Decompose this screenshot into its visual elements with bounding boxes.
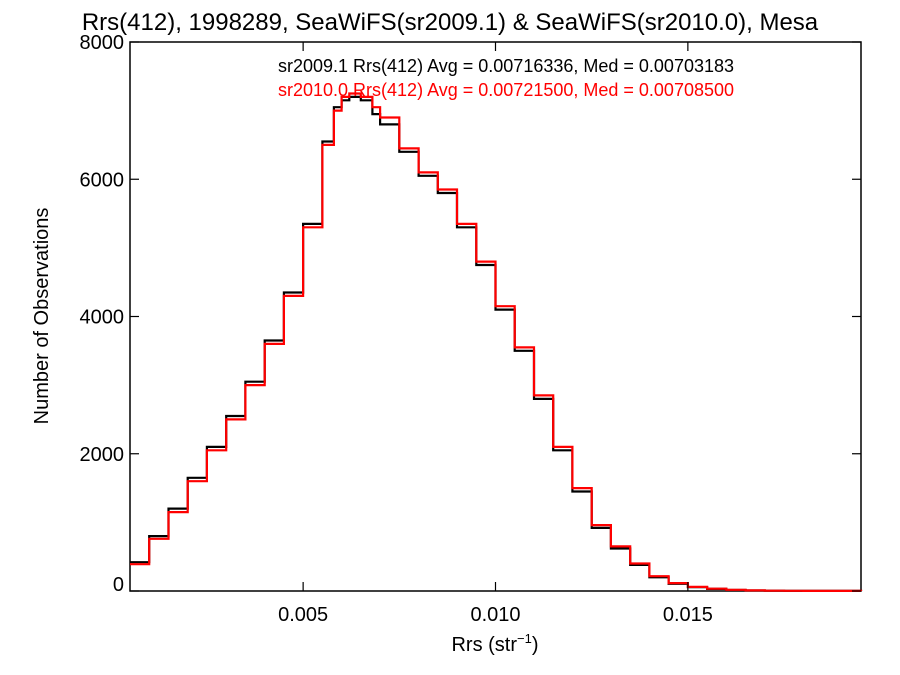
chart-title: Rrs(412), 1998289, SeaWiFS(sr2009.1) & S…: [82, 9, 819, 36]
y-axis-label: Number of Observations: [31, 208, 53, 425]
x-axis-label-main: Rrs (str: [451, 634, 517, 656]
legend: sr2009.1 Rrs(412) Avg = 0.00716336, Med …: [278, 56, 734, 100]
x-tick-label: 0.010: [470, 604, 520, 626]
x-axis-label-superscript: −1: [517, 631, 532, 646]
x-tick-label: 0.005: [278, 604, 328, 626]
series-layer: [130, 92, 863, 592]
y-tick-label: 2000: [80, 444, 125, 466]
legend-entry-sr2010: sr2010.0 Rrs(412) Avg = 0.00721500, Med …: [278, 80, 734, 100]
x-axis-label-close: ): [532, 634, 539, 656]
y-tick-label: 0: [113, 574, 124, 596]
series-line-sr2009: [130, 95, 863, 592]
y-tick-label: 6000: [80, 169, 125, 191]
axis-ticks: 0 2000 4000 6000 8000 0.005 0.010 0.015: [80, 32, 861, 626]
legend-entry-sr2009: sr2009.1 Rrs(412) Avg = 0.00716336, Med …: [278, 56, 734, 76]
plot-frame: [129, 41, 862, 592]
y-tick-label: 4000: [80, 307, 125, 329]
x-axis-label: Rrs (str−1): [451, 631, 538, 656]
x-tick-label: 0.015: [663, 604, 713, 626]
series-line-sr2010: [130, 92, 863, 592]
y-tick-label: 8000: [80, 32, 125, 54]
